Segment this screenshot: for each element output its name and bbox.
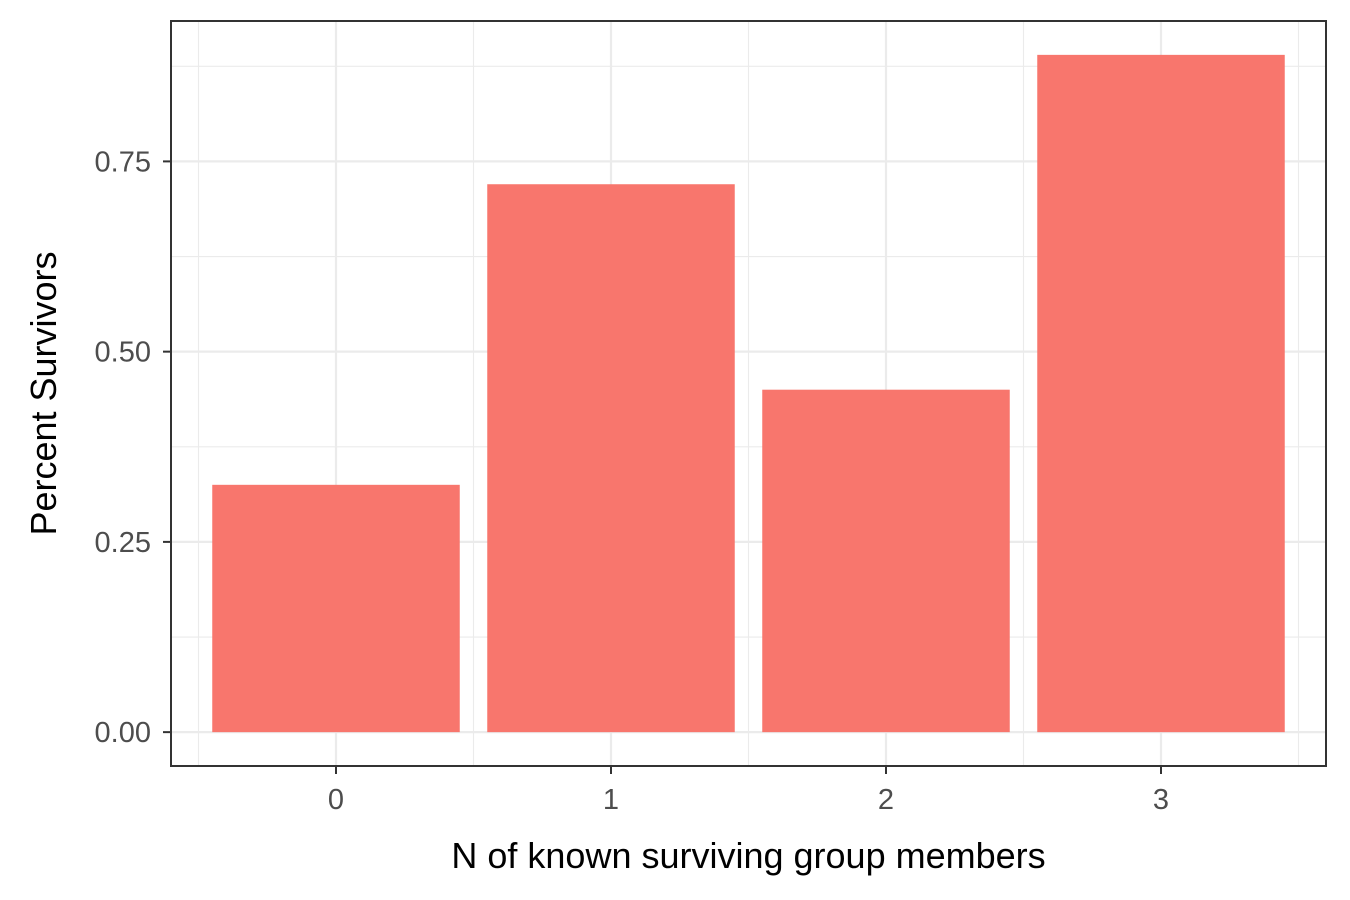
x-axis-title: N of known surviving group members	[451, 835, 1045, 876]
y-axis-title: Percent Survivors	[23, 251, 64, 535]
x-tick-label: 3	[1153, 784, 1169, 816]
y-tick-label: 0.75	[95, 146, 151, 178]
x-tick-label: 2	[878, 784, 894, 816]
bar-0	[212, 484, 460, 733]
y-axis: 0.00 0.25 0.50 0.75	[95, 146, 171, 749]
y-tick-label: 0.00	[95, 717, 151, 749]
x-axis: 0 1 2 3	[328, 766, 1169, 816]
plot-panel-border	[170, 20, 1327, 767]
bar-2	[762, 389, 1010, 733]
bar-1	[487, 184, 735, 733]
x-tick-label: 0	[328, 784, 344, 816]
y-tick-label: 0.25	[95, 527, 151, 559]
bar-3	[1037, 54, 1285, 733]
bars	[212, 54, 1285, 733]
x-tick-label: 1	[603, 784, 619, 816]
y-tick-label: 0.50	[95, 337, 151, 369]
